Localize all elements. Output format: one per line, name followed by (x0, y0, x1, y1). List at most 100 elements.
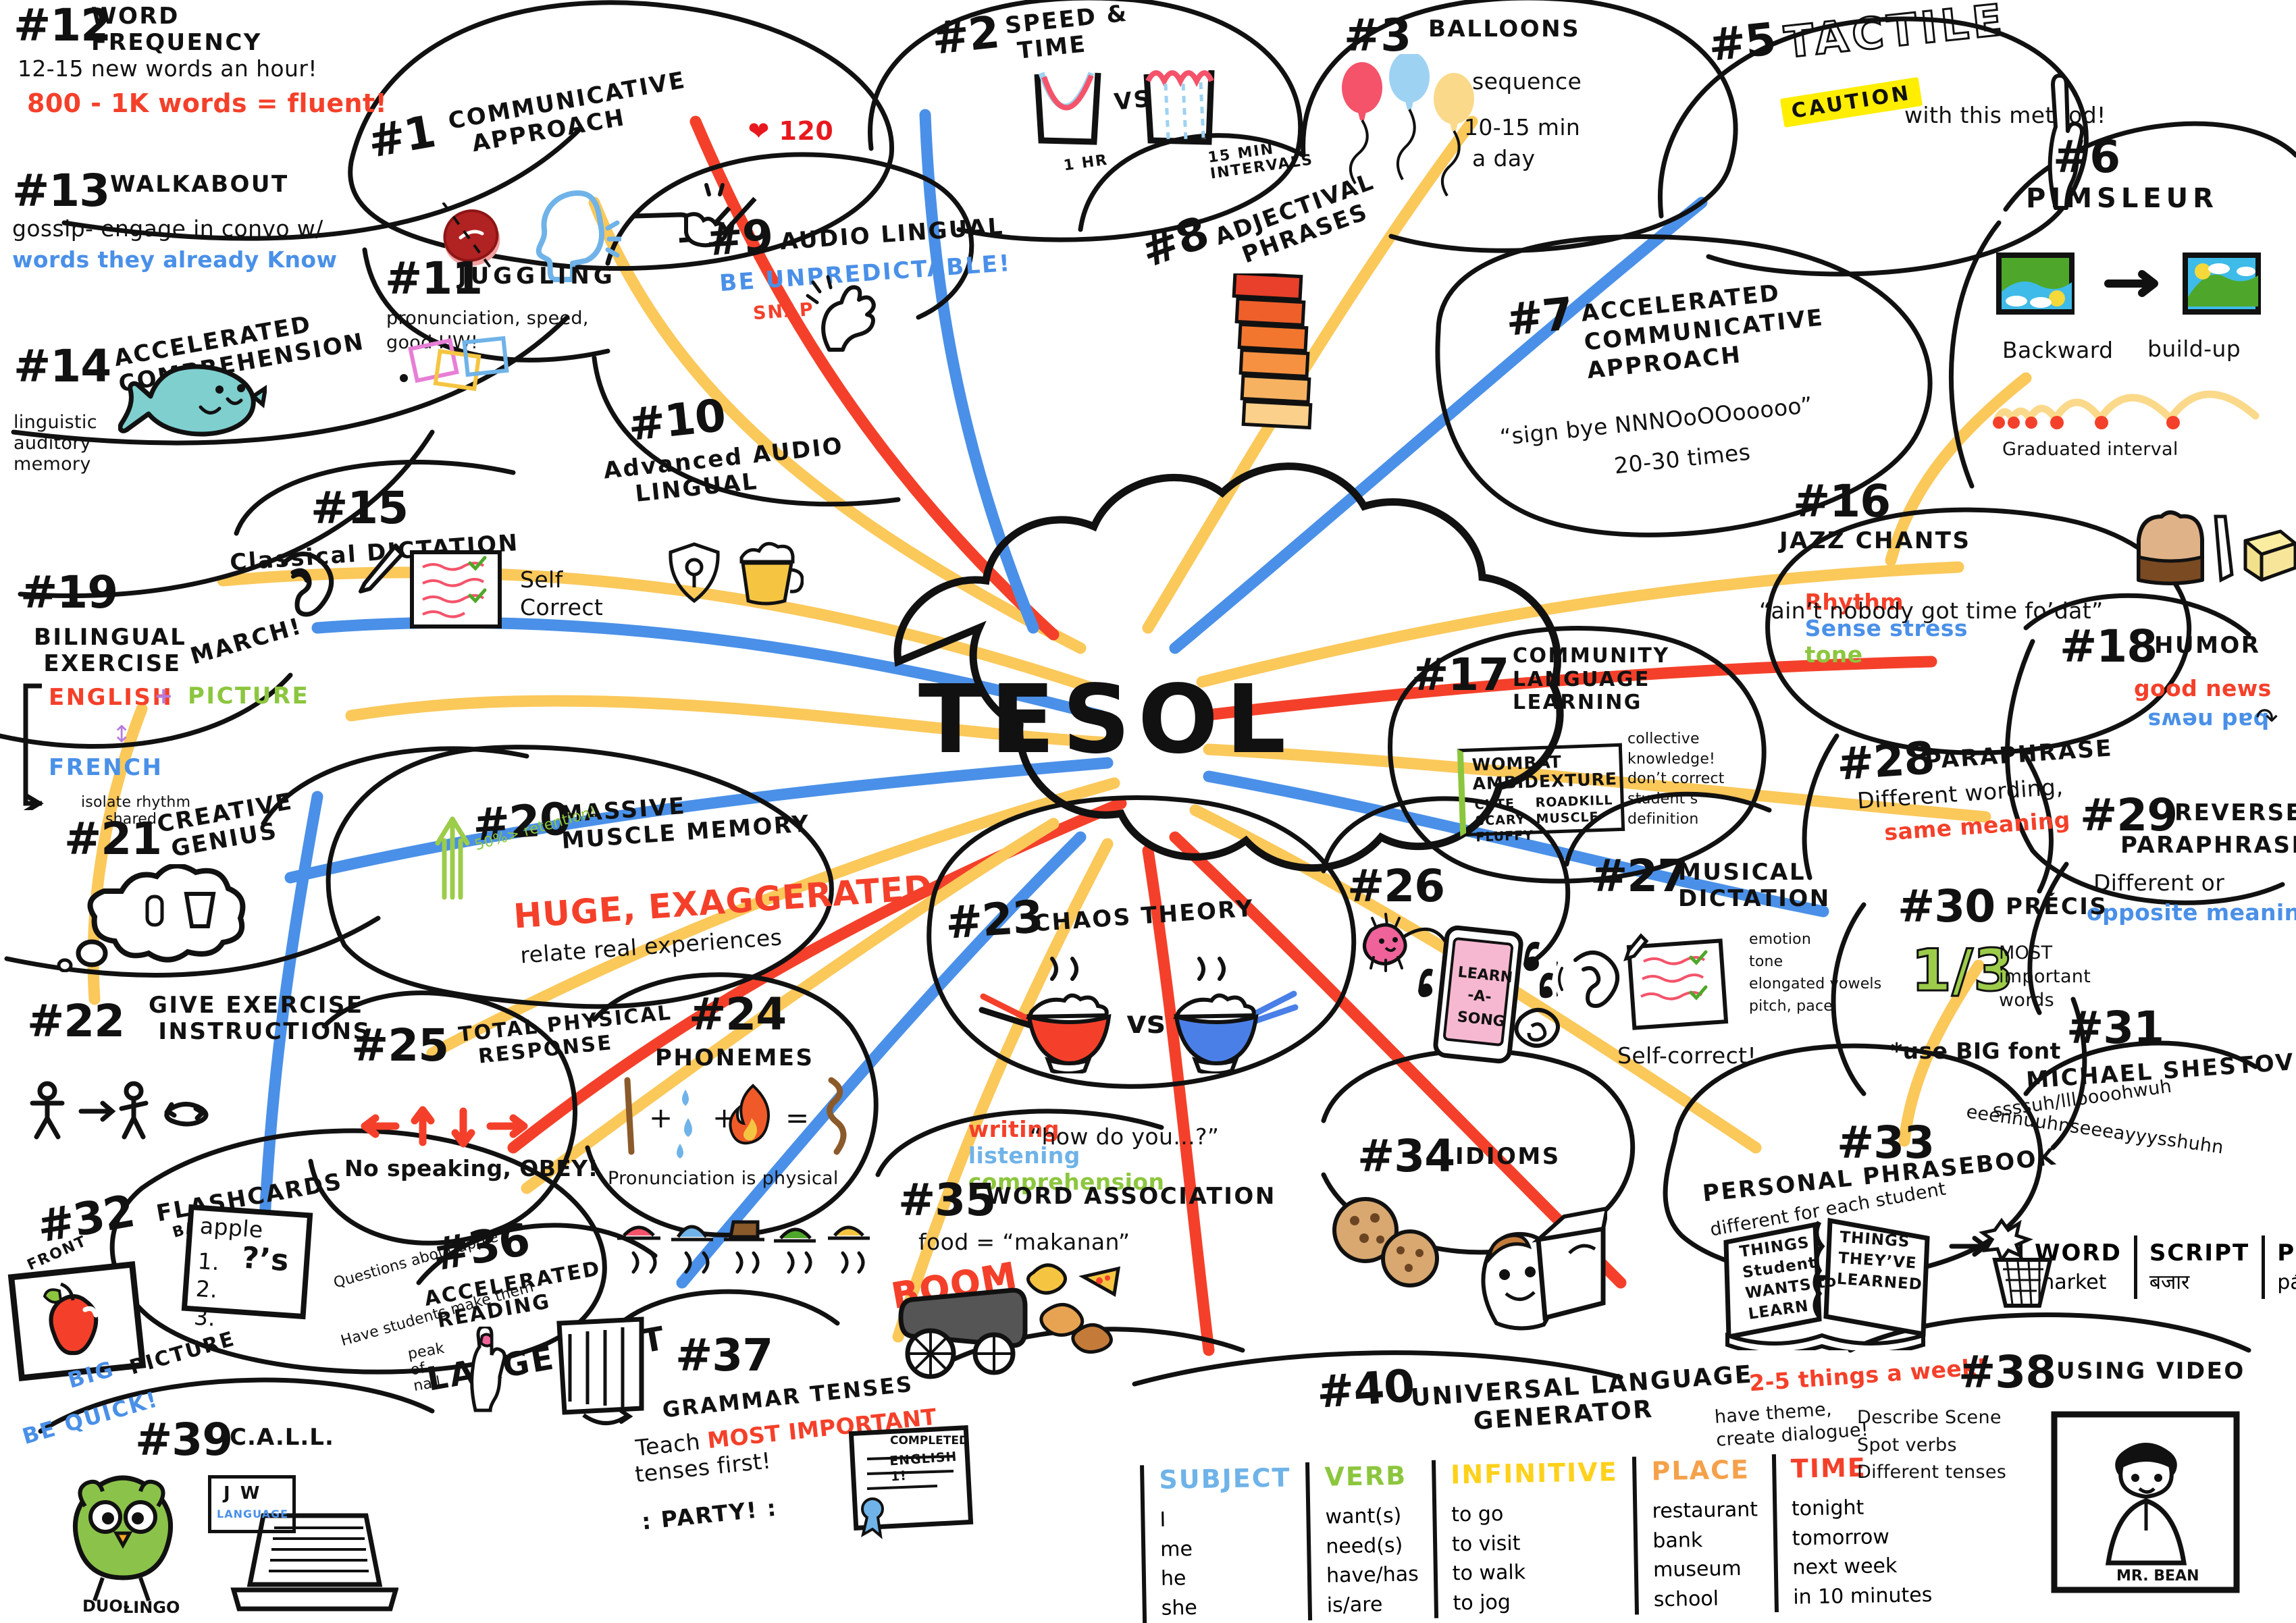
col-cell-phonetic: pásal (2277, 1270, 2296, 1294)
handshake-icon (634, 183, 757, 248)
node-29-number: #29 (2080, 789, 2178, 841)
shield-icon (669, 542, 720, 604)
node-38-notes: Describe Scene Spot verbs Different tenses (1857, 1407, 2007, 1483)
svg-text:=: = (785, 1101, 809, 1134)
node-19-french-label: FRENCH (49, 754, 163, 781)
node-13-title: WALKABOUT (110, 171, 289, 198)
word-listening: listening (968, 1142, 1080, 1169)
phone-music-icon: LEARN -A- SONG (1363, 913, 1560, 1064)
ear-listen-icon (1557, 951, 1619, 1009)
ear-pencil-icon (281, 552, 334, 617)
node-25-title: TOTAL PHYSICAL RESPONSE (457, 1001, 673, 1070)
gen-cells-place: restaurant bank museum school (1652, 1497, 1758, 1612)
node-5-title: TACTILE (1781, 0, 2010, 70)
node-17-card-col2: ROADKILL MUSCLE (1535, 793, 1613, 827)
node-5-number: #5 (1706, 13, 1778, 72)
chart-icon (1034, 70, 1215, 145)
bracket-icon (23, 683, 44, 814)
node-36-peak-label: peak of nail (406, 1339, 446, 1395)
node-1-number: #1 (363, 105, 440, 169)
svg-text:COMPLETED: COMPLETED (890, 1434, 968, 1447)
bread-butter-icon (2137, 510, 2296, 585)
node-30-title: PRÉCIS (2006, 893, 2108, 920)
updown-arrow-icon: ↕ (112, 721, 132, 748)
whale-icon (118, 364, 267, 437)
two-pictures-icon (1996, 252, 2261, 315)
node-33-left-page-text: THINGS Student WANTS to LEARN (1738, 1233, 1838, 1324)
gen-cells-time: tonight tomorrow next week in 10 minutes (1791, 1495, 1933, 1609)
node-40-notes: have theme, create dialogue! (1713, 1398, 1869, 1451)
stick-figures-icon (30, 1081, 209, 1140)
node-7-line-1: “sign bye NNNOoOOooooo” (1498, 391, 1814, 451)
gen-cells-subject: I me he she (1159, 1508, 1198, 1620)
beer-icon (739, 541, 804, 606)
node-3-title: BALLOONS (1428, 16, 1581, 43)
node-40-title: UNIVERSAL LANGUAGE GENERATOR (1409, 1360, 1754, 1441)
node-39-language-label: LANGUAGE (217, 1508, 289, 1520)
node-22-number: #22 (27, 995, 125, 1047)
table-col-script: SCRIPT बजार (2133, 1235, 2262, 1300)
node-35-title: WORD ASSOCIATION (986, 1183, 1276, 1210)
node-17-number: #17 (1411, 649, 1509, 701)
generator-table: SUBJECT I me he she VERB want(s) need(s)… (1140, 1451, 1948, 1623)
node-10-number: #10 (625, 389, 728, 452)
node-14-number: #14 (14, 340, 111, 392)
table-col-phonetic: PHONETIC pásal (2262, 1235, 2296, 1300)
node-6-title: PIMSLEUR (2026, 183, 2218, 214)
node-24-line-1: Pronunciation is physical (608, 1168, 839, 1189)
gen-cells-infinitive: to go to visit to walk to jog (1451, 1502, 1526, 1615)
node-39-title: C.A.L.L. (230, 1424, 334, 1451)
node-7-number: #7 (1503, 288, 1575, 346)
node-11-title: JUGGLING (458, 263, 617, 290)
node-18-title: HUMOR (2154, 632, 2261, 659)
node-34-number: #34 (1357, 1130, 1455, 1182)
svg-text:-A-: -A- (1467, 986, 1492, 1006)
node-13-number: #13 (12, 165, 110, 217)
node-25-number: #25 (351, 1019, 449, 1071)
node-24-number: #24 (689, 988, 787, 1040)
up-arrow-icon (435, 816, 470, 900)
text-page-icon (556, 1316, 644, 1425)
node-19-number: #19 (20, 566, 118, 618)
node-40-number: #40 (1315, 1360, 1416, 1418)
node-14-lines: linguistic auditory memory (14, 412, 97, 475)
node-17-notes: collective knowledge! don’t correct student… (1627, 730, 1725, 828)
node-7-line-2: 20-30 times (1613, 438, 1752, 479)
node-34-title: IDIOMS (1455, 1143, 1561, 1170)
node-28-accent: same meaning (1883, 806, 2071, 846)
node-16-title: JAZZ CHANTS (1779, 527, 1971, 554)
node-2-number: #2 (929, 6, 1001, 65)
word-tone: tone (1804, 641, 1863, 668)
finger-nail-icon (470, 1327, 506, 1412)
node-16-color-words: Rhythm Sense stress tone (1773, 563, 1968, 695)
node-16-quote: “ain’t nobody got time fo’dat” (1759, 597, 2104, 624)
node-37-number: #37 (675, 1329, 773, 1381)
tv-person-icon: MR. BEAN (2051, 1411, 2240, 1593)
graduated-interval-icon (1993, 390, 2260, 429)
phoneme-icons: + + = (624, 1077, 847, 1159)
node-29-title-2: PARAPHRASE (2120, 832, 2296, 859)
node-21-number: #21 (64, 813, 162, 865)
word-writing: writing (968, 1115, 1060, 1142)
thought-bubble-icon (57, 864, 246, 972)
node-2-vs-label: VS (1113, 85, 1153, 116)
node-12-title: WORD FREQUENCY (91, 3, 262, 57)
node-39-number: #39 (135, 1414, 233, 1466)
node-8-number: #8 (1134, 206, 1216, 278)
node-22-title: GIVE EXERCISE INSTRUCTIONS (149, 992, 371, 1046)
heart-icon: ❤ (748, 116, 770, 146)
node-17-card-col1: CUTE SCARY FLUFFY (1474, 796, 1534, 845)
node-32-card-questions: ?’s (240, 1240, 290, 1279)
node-11-line-1: pronunciation, speed, (386, 308, 589, 329)
node-35-number: #35 (898, 1174, 996, 1226)
node-5-caution-badge: CAUTION (1779, 77, 1923, 128)
node-33-accent: 2-5 things a week! (1748, 1353, 1989, 1397)
node-38-title: USING VIDEO (2056, 1358, 2245, 1385)
node-29-line-1: Different or (2093, 870, 2225, 896)
node-27-notes: emotion tone elongated vowels pitch, pace (1749, 931, 1882, 1015)
node-17-card-title: WOMBAT AMBIDEXTURE (1471, 751, 1618, 794)
node-3-line-1: sequence (1472, 68, 1582, 95)
gen-header-place: PLACE (1651, 1454, 1750, 1487)
node-39-jw-label: J W (224, 1483, 262, 1504)
node-18-number: #18 (2060, 620, 2158, 672)
